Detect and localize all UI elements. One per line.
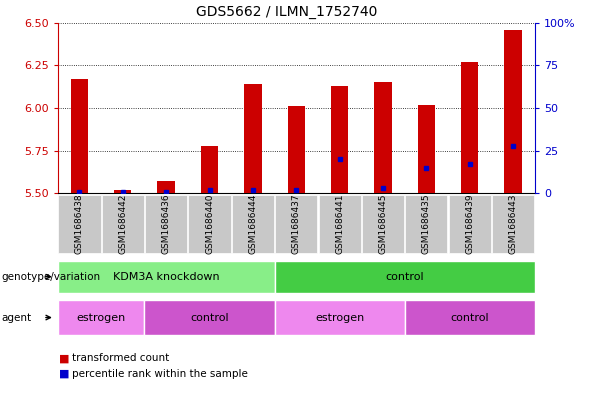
Bar (114, 190, 131, 193)
Bar (331, 86, 348, 193)
Text: GSM1686441: GSM1686441 (335, 194, 344, 254)
Text: estrogen: estrogen (315, 312, 364, 323)
Title: GDS5662 / ILMN_1752740: GDS5662 / ILMN_1752740 (196, 5, 378, 19)
Text: GSM1686442: GSM1686442 (118, 194, 127, 254)
Bar (287, 107, 305, 193)
Bar (461, 62, 478, 193)
Text: GSM1686444: GSM1686444 (249, 194, 257, 254)
Bar (244, 84, 262, 193)
Text: GSM1686438: GSM1686438 (75, 194, 84, 254)
Text: genotype/variation: genotype/variation (1, 272, 100, 282)
Bar (504, 29, 522, 193)
Bar (71, 79, 88, 193)
Text: control: control (190, 312, 229, 323)
Bar (375, 83, 392, 193)
Text: GSM1686443: GSM1686443 (509, 194, 518, 254)
Text: GSM1686435: GSM1686435 (422, 194, 431, 254)
Text: percentile rank within the sample: percentile rank within the sample (72, 369, 248, 379)
Text: ■: ■ (59, 369, 70, 379)
Text: control: control (385, 272, 424, 282)
Bar (418, 105, 435, 193)
Text: KDM3A knockdown: KDM3A knockdown (113, 272, 220, 282)
Text: estrogen: estrogen (77, 312, 125, 323)
Text: transformed count: transformed count (72, 353, 169, 364)
Text: GSM1686439: GSM1686439 (465, 194, 474, 254)
Bar (201, 145, 218, 193)
Text: GSM1686437: GSM1686437 (292, 194, 301, 254)
Bar (157, 182, 175, 193)
Text: GSM1686440: GSM1686440 (205, 194, 214, 254)
Text: ■: ■ (59, 353, 70, 364)
Text: GSM1686445: GSM1686445 (379, 194, 388, 254)
Text: GSM1686436: GSM1686436 (161, 194, 171, 254)
Text: control: control (451, 312, 489, 323)
Text: agent: agent (1, 312, 31, 323)
